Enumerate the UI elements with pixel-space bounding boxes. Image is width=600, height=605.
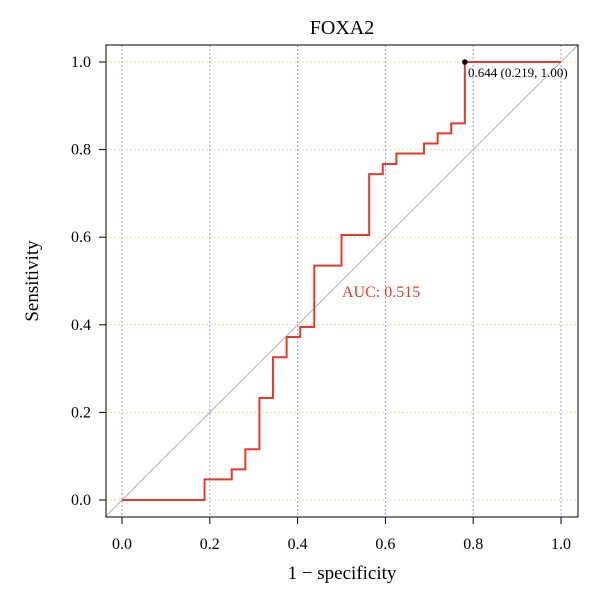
x-tick-label: 1.0	[551, 536, 571, 553]
y-tick-label: 0.8	[71, 142, 91, 159]
best-threshold-point	[462, 59, 468, 65]
x-axis-ticks: 0.0 0.2 0.4 0.6 0.8 1.0	[112, 517, 571, 553]
y-tick-label: 0.6	[71, 229, 91, 246]
x-tick-label: 0.6	[375, 536, 395, 553]
chart-title: FOXA2	[310, 17, 374, 39]
x-tick-label: 0.2	[200, 536, 220, 553]
x-tick-label: 0.8	[463, 536, 483, 553]
x-tick-label: 0.4	[288, 536, 308, 553]
y-tick-label: 0.2	[71, 404, 91, 421]
auc-label: AUC: 0.515	[342, 284, 420, 301]
y-axis-title: Sensitivity	[22, 240, 43, 322]
best-threshold-label: 0.644 (0.219, 1.00)	[468, 65, 568, 80]
x-tick-label: 0.0	[112, 536, 132, 553]
reference-line-group	[104, 45, 579, 517]
plot-frame	[105, 44, 579, 518]
y-tick-label: 1.0	[71, 54, 91, 71]
reference-diagonal-line	[104, 45, 579, 517]
roc-curve-group	[122, 61, 561, 501]
x-axis-title: 1 − specificity	[288, 563, 397, 584]
y-tick-label: 0.0	[71, 492, 91, 509]
roc-curve-line	[122, 61, 561, 501]
y-tick-label: 0.4	[71, 317, 91, 334]
y-axis-ticks: 0.0 0.2 0.4 0.6 0.8 1.0	[71, 54, 106, 509]
